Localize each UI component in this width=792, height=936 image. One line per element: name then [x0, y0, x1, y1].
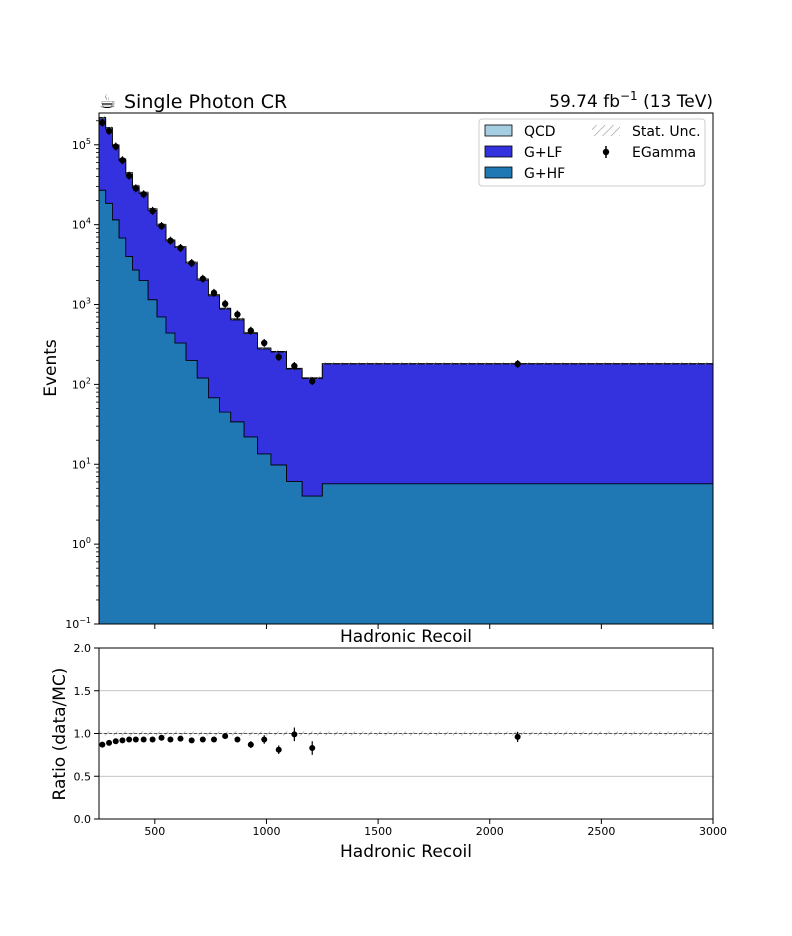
main-y-tick-label: 100 [72, 536, 91, 551]
ratio-point [222, 733, 229, 740]
data-point [99, 119, 106, 126]
legend-swatch-glf [484, 145, 513, 158]
ratio-point [309, 745, 316, 752]
ratio-point [126, 736, 133, 743]
legend-swatch-qcd [484, 124, 513, 137]
data-point [309, 377, 316, 385]
main-axes-frame [98, 112, 714, 625]
data-point [234, 311, 241, 318]
data-point [125, 172, 133, 179]
ratio-y-tick-label: 0.5 [74, 770, 92, 783]
data-point [514, 360, 521, 368]
luminosity-label: 59.74 fb−1 (13 TeV) [549, 89, 713, 112]
ratio-point [167, 736, 174, 743]
ratio-point [188, 737, 195, 744]
data-point [188, 259, 195, 267]
ratio-point [158, 734, 165, 741]
main-y-tick-label: 104 [72, 217, 91, 232]
ratio-point [106, 739, 113, 746]
legend-swatch-stat-unc [592, 125, 620, 136]
ratio-x-tick-label: 3000 [699, 825, 727, 838]
stat-unc-band [219, 306, 231, 310]
data-point [140, 191, 147, 198]
ratio-x-tick-label: 2000 [476, 825, 504, 838]
data-point [119, 157, 126, 164]
ratio-y-axis: 0.0 0.5 1.0 1.5 2.0 [74, 642, 99, 826]
ratio-point [234, 736, 241, 743]
ratio-x-tick-label: 500 [144, 825, 165, 838]
plot-title: Single Photon CR [124, 91, 287, 113]
ratio-x-tick-label: 1500 [364, 825, 392, 838]
legend-label-qcd: QCD [524, 124, 556, 140]
main-histogram-panel: 105 104 103 102 101 100 10−1 Events Hadronic R… [41, 112, 714, 647]
stat-unc-band [257, 346, 271, 350]
data-point [167, 237, 174, 244]
stacked-histogram [99, 116, 713, 624]
ratio-y-tick-label: 0.0 [74, 813, 92, 826]
main-y-tick-label: 103 [72, 297, 91, 312]
ratio-point [99, 741, 106, 748]
ratio-panel: 0.00.51.01.52.0 500 1000 1500 2000 2500 3000 … [50, 642, 727, 862]
data-point [112, 143, 119, 150]
ratio-points [99, 727, 521, 755]
data-point [149, 207, 156, 215]
ratio-x-tick-label: 2500 [587, 825, 615, 838]
main-y-tick-label: 102 [72, 376, 91, 391]
legend-label-ghf: G+HF [524, 166, 565, 182]
ratio-point [140, 736, 147, 743]
data-point [158, 222, 165, 230]
ratio-x-tick-label: 1000 [252, 825, 280, 838]
data-point [291, 362, 298, 370]
header: ☕ Single Photon CR 59.74 fb−1 (13 TeV) [99, 89, 713, 113]
ratio-point [514, 733, 521, 740]
main-y-axis-label: Events [41, 339, 61, 397]
legend-label-glf: G+LF [524, 145, 562, 161]
ratio-point [199, 736, 206, 743]
main-x-axis-label: Hadronic Recoil [340, 627, 472, 647]
ratio-y-tick-label: 1.5 [74, 685, 92, 698]
ratio-point [275, 746, 282, 753]
data-point [132, 185, 140, 192]
legend-box [478, 118, 706, 187]
ratio-point [261, 736, 268, 743]
ratio-point [149, 736, 156, 743]
ratio-point [210, 736, 217, 743]
ratio-x-axis: 500 1000 1500 2000 2500 3000 [144, 819, 727, 838]
data-point [105, 127, 113, 135]
ratio-y-axis-label: Ratio (data/MC) [50, 668, 70, 801]
ratio-point [112, 738, 119, 745]
main-y-axis: 105 104 103 102 101 100 10−1 [65, 120, 99, 631]
data-point [261, 339, 268, 347]
ratio-point [291, 731, 298, 738]
stat-unc-band [99, 116, 106, 119]
ratio-uncertainty-band [99, 731, 713, 736]
legend: QCD G+LF G+HF Stat. Unc. EGamma [478, 118, 706, 187]
data-point [221, 300, 229, 308]
data-point [177, 244, 184, 252]
legend-swatch-ghf [484, 166, 513, 179]
ratio-point [247, 741, 254, 748]
ratio-point [132, 736, 139, 743]
stat-unc-band [230, 317, 245, 321]
ratio-x-axis-label: Hadronic Recoil [340, 842, 472, 862]
legend-label-stat-unc: Stat. Unc. [632, 124, 701, 140]
data-point [247, 327, 255, 334]
main-y-tick-label: 105 [72, 137, 91, 152]
stat-unc-band [270, 350, 287, 353]
data-point [275, 353, 282, 361]
main-y-tick-label: 101 [72, 456, 91, 471]
ratio-point [119, 737, 126, 744]
main-y-tick-label: 10−1 [65, 616, 91, 631]
main-x-ticks [154, 624, 714, 629]
legend-label-egamma: EGamma [632, 145, 696, 161]
data-point [199, 275, 207, 282]
ratio-y-tick-label: 1.0 [74, 728, 92, 741]
legend-marker-egamma [602, 148, 610, 156]
data-points [99, 118, 521, 386]
data-point [210, 289, 218, 297]
ratio-y-tick-label: 2.0 [74, 642, 92, 655]
ratio-point [177, 735, 184, 742]
coffee-cup-icon: ☕ [99, 91, 116, 113]
